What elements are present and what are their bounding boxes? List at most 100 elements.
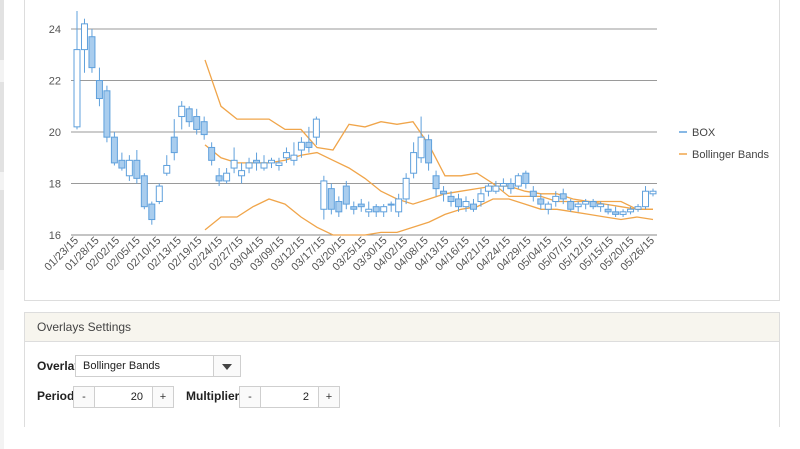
candle-body: [193, 116, 201, 130]
overlay-select[interactable]: Bollinger Bands: [75, 355, 241, 377]
candle-body: [634, 206, 642, 210]
candle-body: [402, 177, 410, 200]
candle-body: [522, 172, 530, 184]
candle-body: [469, 203, 477, 210]
y-tick-label: 24: [49, 24, 61, 36]
multiplier-stepper[interactable]: - 2 +: [239, 386, 340, 408]
candle-body: [537, 198, 545, 205]
candle-body: [544, 203, 552, 210]
candle-body: [327, 188, 335, 210]
candle-body: [447, 195, 455, 203]
candle-body: [88, 36, 96, 69]
candle-body: [612, 211, 620, 215]
candle-body: [357, 203, 365, 208]
candle-body: [440, 190, 448, 195]
left-edge-strip: [0, 0, 4, 449]
multiplier-increment-button[interactable]: +: [318, 387, 339, 407]
candle-body: [95, 80, 103, 100]
candle-body: [80, 23, 88, 51]
candle-body: [185, 108, 193, 123]
candle-body: [290, 154, 298, 161]
candle-body: [268, 159, 275, 164]
y-tick-label: 18: [49, 179, 61, 191]
overlay-label: Overlay: [37, 359, 82, 373]
period-decrement-button[interactable]: -: [74, 387, 95, 407]
y-tick-label: 22: [49, 76, 61, 88]
candle-body: [335, 201, 343, 213]
candle-body: [365, 208, 373, 213]
candle-body: [155, 185, 163, 203]
overlays-settings-title: Overlays Settings: [25, 313, 779, 342]
y-tick-label: 20: [49, 127, 61, 139]
period-increment-button[interactable]: +: [152, 387, 173, 407]
candle-body: [417, 136, 425, 159]
overlays-settings-panel: Overlays Settings Overlay Bollinger Band…: [24, 312, 780, 427]
candle-body: [238, 170, 246, 177]
candle-body: [312, 118, 320, 138]
candle-body: [507, 183, 515, 190]
chevron-down-icon[interactable]: [213, 356, 240, 376]
multiplier-value[interactable]: 2: [302, 391, 309, 403]
candle-body: [567, 201, 575, 210]
candle-body: [140, 175, 148, 208]
candle-body: [387, 203, 395, 206]
period-stepper[interactable]: - 20 +: [73, 386, 174, 408]
multiplier-label: Multiplier: [186, 389, 240, 403]
overlay-select-value: Bollinger Bands: [83, 360, 161, 372]
stock-chart[interactable]: 16 18 20 22 24 01/23/1501/28/1502/02/1502/05…: [25, 0, 781, 301]
bollinger-lower-line: [204, 198, 654, 236]
candle-body: [559, 193, 567, 200]
candle-body: [477, 193, 485, 203]
candles: [73, 10, 657, 225]
candle-body: [627, 208, 635, 213]
candle-body: [118, 159, 126, 169]
legend[interactable]: BOX Bollinger Bands: [679, 127, 770, 161]
candle-body: [125, 159, 133, 177]
candle-body: [245, 162, 253, 169]
candle-body: [297, 141, 305, 151]
legend-bollinger-label: Bollinger Bands: [692, 149, 770, 161]
chart-panel: 16 18 20 22 24 01/23/15 01/28/15 02/02/15 02/05…: [24, 0, 780, 301]
candle-body: [215, 175, 223, 182]
candle-body: [425, 139, 433, 164]
candle-body: [432, 175, 440, 190]
candle-body: [170, 136, 178, 154]
x-axis-labels: 01/23/1501/28/1502/02/1502/05/1502/10/15…: [42, 235, 657, 274]
candle-body: [499, 183, 507, 187]
candle-body: [253, 159, 261, 164]
candle-body: [380, 206, 388, 213]
candle-body: [372, 206, 380, 213]
candle-body: [574, 203, 582, 208]
candle-body: [492, 185, 500, 192]
candle-body: [230, 159, 238, 169]
multiplier-decrement-button[interactable]: -: [240, 387, 261, 407]
candle-body: [589, 201, 597, 208]
bollinger-mid-line: [204, 144, 653, 210]
candle-body: [395, 198, 403, 213]
candle-body: [260, 162, 268, 169]
candle-body: [642, 190, 650, 208]
candle-body: [305, 141, 313, 148]
candle-body: [133, 159, 141, 179]
candle-body: [649, 190, 657, 195]
candle-body: [529, 190, 537, 197]
candle-body: [178, 105, 186, 118]
candle-body: [484, 185, 492, 192]
y-tick-label: 16: [49, 230, 61, 242]
period-value[interactable]: 20: [130, 391, 143, 403]
candle-body: [462, 201, 470, 208]
candle-body: [73, 49, 81, 128]
candle-body: [410, 152, 418, 174]
candle-body: [163, 164, 171, 174]
candle-body: [619, 211, 627, 215]
y-axis-labels: 16 18 20 22 24: [49, 24, 61, 242]
candle-body: [200, 121, 208, 136]
candle-body: [342, 185, 350, 205]
candle-body: [103, 90, 111, 138]
candle-body: [552, 195, 560, 203]
candle-body: [582, 201, 590, 205]
candle-body: [208, 146, 216, 161]
candle-body: [223, 172, 231, 182]
candle-body: [597, 203, 605, 208]
candle-body: [282, 152, 290, 159]
